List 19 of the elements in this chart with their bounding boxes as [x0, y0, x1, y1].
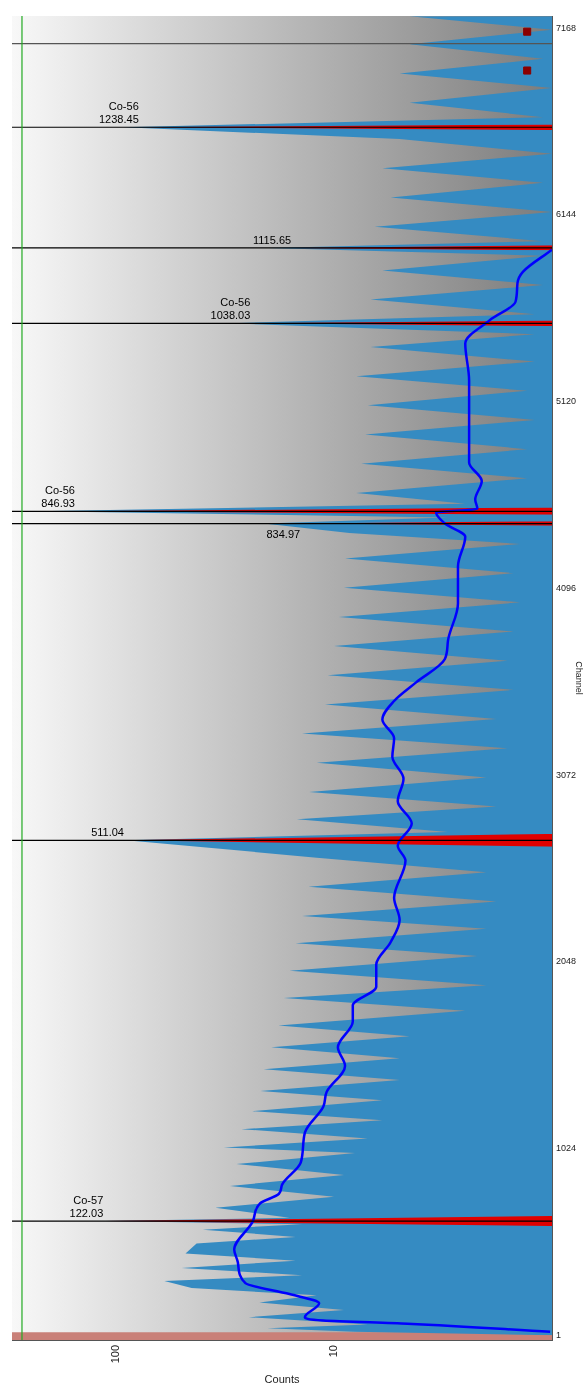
y-tick-label: 7168: [556, 22, 577, 33]
y-tick-label: 1024: [556, 1143, 577, 1154]
annotation: Co-56 1238.45: [98, 100, 139, 126]
y-tick-label: 4096: [556, 582, 577, 593]
y-axis-title: Channel: [574, 661, 584, 695]
y-tick-label: 2048: [556, 956, 577, 967]
x-axis-title: Counts: [264, 1373, 300, 1386]
annotation: Co-57 122.03: [69, 1194, 104, 1220]
y-tick-label: 3072: [556, 769, 577, 780]
annotation: 834.97: [266, 527, 301, 540]
y-tick-label: 5120: [556, 396, 577, 407]
annotation: Co-56 846.93: [41, 484, 75, 510]
x-tick-label: 100: [109, 1345, 122, 1364]
y-tick-label: 1: [556, 1329, 562, 1340]
annotation: 1115.65: [252, 233, 292, 246]
y-tick-label: 6144: [556, 209, 577, 220]
x-tick-label: 10: [327, 1345, 340, 1358]
annotation: Co-56 1038.03: [210, 296, 251, 322]
annotation: 511.04: [91, 826, 124, 839]
